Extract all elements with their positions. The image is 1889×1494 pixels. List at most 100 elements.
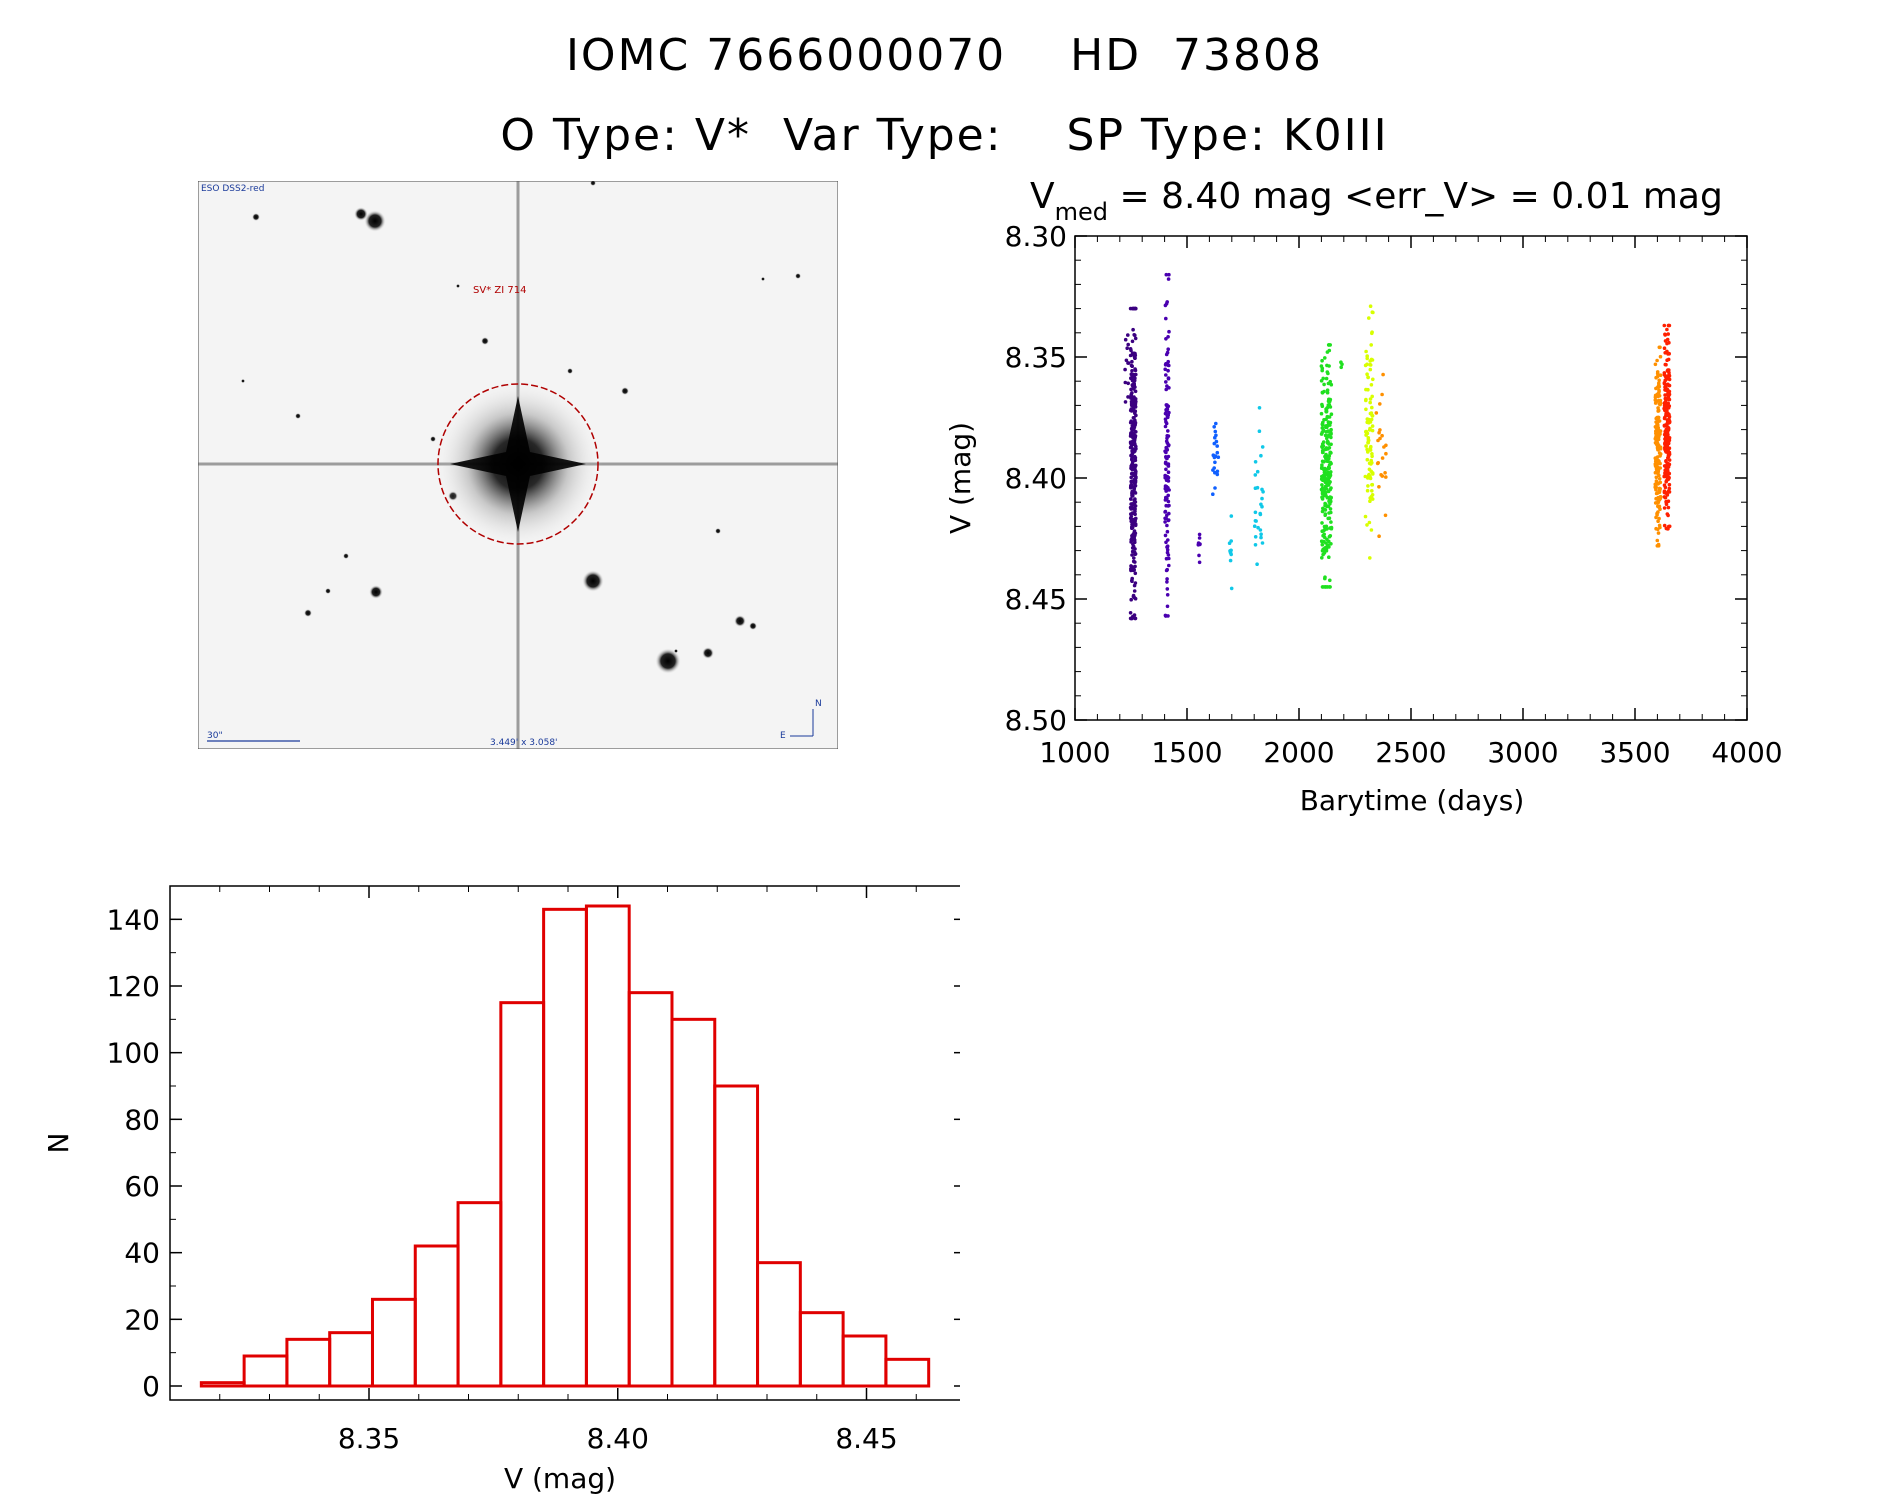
- lc-point: [1320, 422, 1325, 427]
- lc-point: [1666, 477, 1670, 482]
- lc-point: [1323, 513, 1327, 517]
- lc-point: [1256, 525, 1260, 530]
- lc-point: [1364, 433, 1368, 437]
- lc-point: [1131, 435, 1136, 439]
- lc-point: [1133, 353, 1138, 358]
- lc-point: [1654, 459, 1659, 464]
- lc-point: [1656, 519, 1660, 523]
- lc-point: [1166, 376, 1171, 380]
- lc-point: [1167, 563, 1171, 568]
- target-circle: [437, 383, 599, 545]
- lc-point: [1320, 358, 1324, 363]
- lc-point: [1658, 487, 1662, 491]
- lc-point: [1369, 528, 1374, 532]
- lc-point: [1166, 493, 1170, 498]
- lc-point: [1657, 473, 1661, 478]
- lc-point: [1321, 376, 1325, 381]
- lc-point: [1666, 451, 1670, 455]
- lc-point: [1211, 492, 1215, 497]
- lc-title: Vmed = 8.40 mag <err_V> = 0.01 mag: [1030, 176, 1723, 226]
- field-star: [295, 413, 301, 419]
- lc-point: [1129, 387, 1133, 392]
- hist-ytick-label: 60: [124, 1170, 160, 1203]
- hist-bar: [841, 1334, 888, 1388]
- lc-point: [1368, 359, 1372, 363]
- east-label: E: [780, 731, 786, 741]
- hist-bar: [542, 907, 588, 1388]
- lc-point: [1133, 336, 1138, 341]
- lc-point: [1370, 424, 1375, 428]
- lc-point: [1322, 459, 1326, 464]
- lc-point: [1667, 392, 1672, 397]
- lc-point: [1666, 401, 1670, 406]
- light-curve-chart: Vmed = 8.40 mag <err_V> = 0.01 mag 1000 1…: [944, 176, 1783, 817]
- lc-point: [1133, 497, 1137, 501]
- lc-point: [1129, 466, 1133, 471]
- lc-point: [1368, 496, 1372, 500]
- lc-point: [1197, 560, 1202, 565]
- lc-point: [1164, 455, 1168, 459]
- lc-point: [1658, 400, 1662, 405]
- lc-point: [1378, 402, 1382, 406]
- lc-point: [1129, 519, 1133, 524]
- lc-point: [1657, 516, 1661, 521]
- lc-point: [1253, 460, 1258, 464]
- lc-point: [1326, 371, 1330, 376]
- lc-point: [1131, 542, 1135, 547]
- lc-point: [1658, 454, 1662, 458]
- lc-point: [1319, 411, 1324, 416]
- lc-point: [1665, 446, 1670, 450]
- lc-ytick-label: 8.35: [1005, 341, 1067, 374]
- lc-xtick-label: 3000: [1487, 736, 1558, 769]
- lc-point: [1657, 498, 1661, 503]
- lc-point: [1129, 597, 1133, 602]
- lc-point: [1132, 491, 1136, 495]
- hist-xtick-label: 8.40: [587, 1422, 649, 1455]
- lc-point: [1666, 441, 1671, 446]
- lc-point: [1132, 306, 1136, 311]
- hist-ytick-label: 40: [124, 1237, 160, 1270]
- lc-point: [1654, 526, 1658, 531]
- lc-point: [1662, 483, 1667, 488]
- lc-point: [1164, 450, 1168, 455]
- lc-point: [1165, 350, 1170, 355]
- lc-point: [1166, 464, 1171, 468]
- lc-point: [1653, 470, 1658, 475]
- lc-point: [1654, 416, 1658, 421]
- field-star: [252, 213, 260, 221]
- lc-point: [1212, 425, 1216, 429]
- lc-point: [1164, 496, 1168, 500]
- lc-point: [1377, 430, 1381, 435]
- lc-point: [1324, 410, 1329, 414]
- lc-point: [1123, 380, 1128, 385]
- lc-point: [1383, 513, 1388, 518]
- lc-point: [1129, 512, 1133, 516]
- hist-ytick-label: 120: [107, 970, 160, 1003]
- lc-point: [1253, 473, 1258, 477]
- lc-point: [1327, 343, 1331, 347]
- lc-point: [1166, 434, 1171, 438]
- lc-point: [1165, 545, 1170, 549]
- field-star: [582, 570, 604, 592]
- lc-point: [1665, 358, 1669, 362]
- lc-point: [1366, 440, 1370, 445]
- lc-point: [1327, 463, 1332, 467]
- lc-point: [1664, 471, 1668, 476]
- lc-point: [1321, 450, 1325, 454]
- lc-point: [1166, 415, 1170, 420]
- lc-point: [1197, 553, 1201, 558]
- lc-point: [1165, 523, 1169, 528]
- lc-point: [1325, 429, 1330, 434]
- lc-point: [1166, 335, 1170, 339]
- lc-point: [1212, 466, 1216, 470]
- field-star: [241, 379, 245, 383]
- lc-point: [1129, 482, 1134, 487]
- sky-image-svg: SV* ZI 714 ESO DSS2-red 30" 3.449' x 3.0…: [197, 180, 839, 750]
- lc-point: [1129, 348, 1133, 353]
- lc-point: [1166, 486, 1170, 490]
- lc-point: [1367, 417, 1371, 422]
- lc-point: [1664, 526, 1669, 531]
- lc-point: [1364, 397, 1368, 402]
- lc-point: [1662, 490, 1667, 495]
- lc-point: [1126, 381, 1130, 386]
